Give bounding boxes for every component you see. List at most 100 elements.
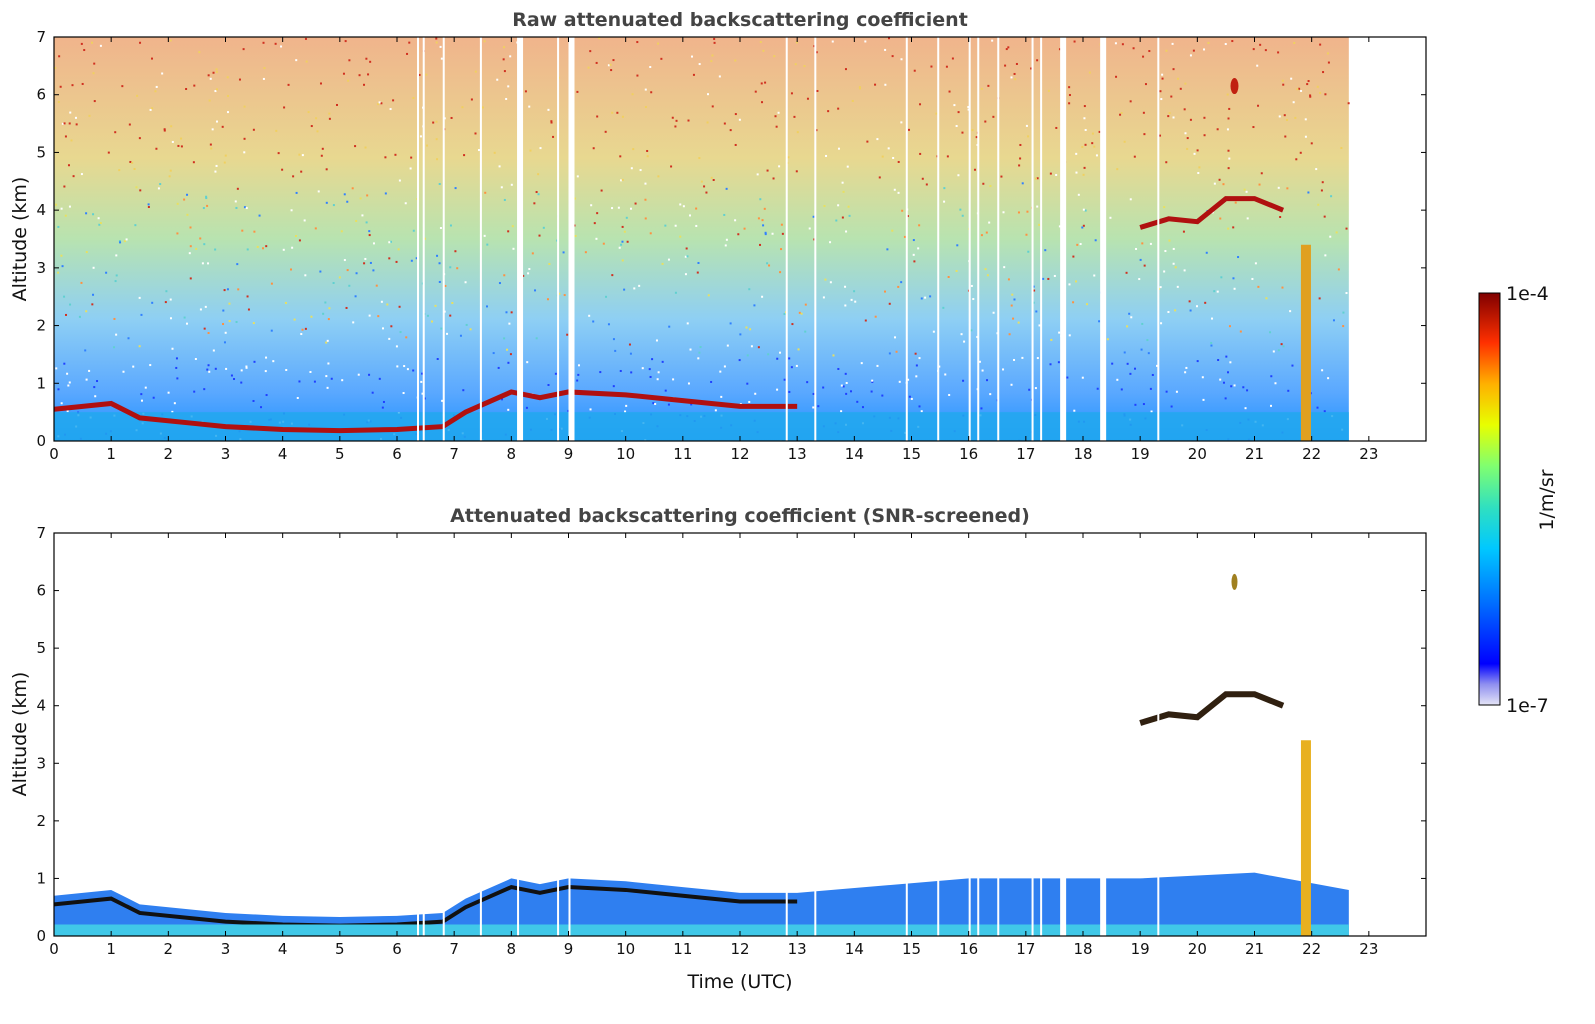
- raw-noise-pixel: [897, 160, 900, 163]
- panel2-y-ticks: 0 1 2 3 4 5 6 7: [36, 524, 1426, 945]
- raw-noise-pixel: [912, 239, 915, 242]
- raw-noise-pixel: [317, 190, 320, 193]
- raw-noise-pixel: [1014, 78, 1017, 81]
- raw-noise-pixel: [69, 303, 72, 306]
- raw-noise-pixel: [215, 68, 218, 71]
- panel2-x-tick-label: 19: [1131, 940, 1150, 958]
- raw-noise-pixel: [1176, 77, 1179, 80]
- raw-noise-pixel: [1229, 361, 1232, 364]
- raw-noise-pixel: [275, 129, 278, 132]
- x-axis-label: Time (UTC): [686, 971, 792, 993]
- raw-noise-pixel: [1010, 304, 1013, 307]
- raw-noise-pixel: [625, 404, 628, 407]
- screened-data-gap: [905, 533, 908, 936]
- raw-noise-pixel: [638, 284, 641, 287]
- raw-noise-pixel: [766, 169, 769, 172]
- raw-noise-pixel: [921, 177, 924, 180]
- raw-noise-pixel: [779, 271, 782, 274]
- raw-noise-pixel: [1282, 345, 1285, 348]
- raw-noise-pixel: [524, 90, 527, 93]
- raw-noise-pixel: [105, 271, 108, 274]
- raw-noise-pixel: [57, 388, 60, 391]
- raw-noise-pixel: [621, 115, 624, 118]
- raw-noise-pixel: [1175, 390, 1178, 393]
- raw-noise-pixel: [629, 207, 632, 210]
- raw-noise-pixel: [338, 276, 341, 279]
- raw-noise-pixel: [644, 217, 647, 220]
- raw-noise-pixel: [816, 89, 819, 92]
- raw-noise-pixel: [1347, 102, 1350, 105]
- panel2-y-tick-label: 5: [36, 639, 46, 657]
- raw-noise-pixel: [222, 323, 225, 326]
- raw-noise-pixel: [806, 381, 809, 384]
- raw-noise-pixel: [1232, 277, 1235, 280]
- raw-noise-pixel: [403, 365, 406, 368]
- raw-noise-pixel: [1307, 191, 1310, 194]
- raw-noise-pixel: [152, 396, 155, 399]
- raw-noise-pixel: [456, 267, 459, 270]
- raw-noise-pixel: [1025, 124, 1028, 127]
- raw-noise-pixel: [396, 365, 399, 368]
- raw-noise-pixel: [325, 201, 328, 204]
- raw-noise-pixel: [1183, 269, 1186, 272]
- screened-surface-band: [54, 924, 1349, 936]
- raw-noise-pixel: [332, 204, 335, 207]
- raw-noise-pixel: [155, 147, 158, 150]
- raw-noise-pixel: [906, 215, 909, 218]
- raw-noise-pixel: [435, 120, 438, 123]
- raw-noise-pixel: [262, 77, 265, 80]
- panel1-x-tick-label: 1: [106, 445, 116, 463]
- raw-noise-pixel: [841, 216, 844, 219]
- raw-noise-pixel: [600, 189, 603, 192]
- raw-noise-pixel: [325, 341, 328, 344]
- raw-noise-pixel: [903, 235, 906, 238]
- raw-noise-pixel: [138, 137, 141, 140]
- raw-noise-pixel: [180, 137, 183, 140]
- raw-noise-pixel: [1189, 309, 1192, 312]
- raw-noise-pixel: [507, 408, 510, 411]
- raw-noise-pixel: [684, 273, 687, 276]
- raw-noise-pixel: [477, 149, 480, 152]
- raw-noise-pixel: [138, 345, 141, 348]
- panel2-x-tick-label: 9: [564, 940, 574, 958]
- raw-noise-pixel: [1091, 132, 1094, 135]
- raw-noise-pixel: [953, 104, 956, 107]
- raw-noise-pixel: [1116, 378, 1119, 381]
- screened-field: [54, 533, 1349, 936]
- raw-noise-pixel: [917, 247, 920, 250]
- raw-noise-pixel: [263, 67, 266, 70]
- raw-noise-pixel: [771, 232, 774, 235]
- raw-noise-pixel: [774, 115, 777, 118]
- raw-noise-pixel: [1277, 186, 1280, 189]
- raw-noise-pixel: [1125, 271, 1128, 274]
- raw-noise-pixel: [1323, 410, 1326, 413]
- raw-noise-pixel: [1057, 361, 1060, 364]
- raw-noise-pixel: [242, 48, 245, 51]
- raw-noise-pixel: [1163, 206, 1166, 209]
- raw-noise-pixel: [1011, 293, 1014, 296]
- raw-noise-pixel: [980, 407, 983, 410]
- raw-noise-pixel: [646, 155, 649, 158]
- raw-noise-pixel: [657, 371, 660, 374]
- raw-noise-pixel: [1279, 216, 1282, 219]
- raw-noise-pixel: [384, 192, 387, 195]
- raw-noise-pixel: [322, 312, 325, 315]
- raw-noise-pixel: [893, 188, 896, 191]
- raw-noise-pixel: [1084, 129, 1087, 132]
- raw-noise-pixel: [406, 52, 409, 55]
- raw-noise-pixel: [930, 65, 933, 68]
- raw-noise-pixel: [1106, 338, 1109, 341]
- raw-noise-pixel: [354, 295, 357, 298]
- raw-noise-pixel: [1075, 171, 1078, 174]
- raw-noise-pixel: [812, 406, 815, 409]
- raw-noise-pixel: [309, 370, 312, 373]
- raw-noise-pixel: [759, 41, 762, 44]
- raw-noise-pixel: [1134, 403, 1137, 406]
- raw-noise-pixel: [378, 377, 381, 380]
- raw-noise-pixel: [790, 366, 793, 369]
- raw-noise-pixel: [686, 322, 689, 325]
- raw-noise-pixel: [948, 90, 951, 93]
- raw-noise-pixel: [377, 103, 380, 106]
- raw-noise-pixel: [63, 185, 66, 188]
- raw-noise-pixel: [325, 168, 328, 171]
